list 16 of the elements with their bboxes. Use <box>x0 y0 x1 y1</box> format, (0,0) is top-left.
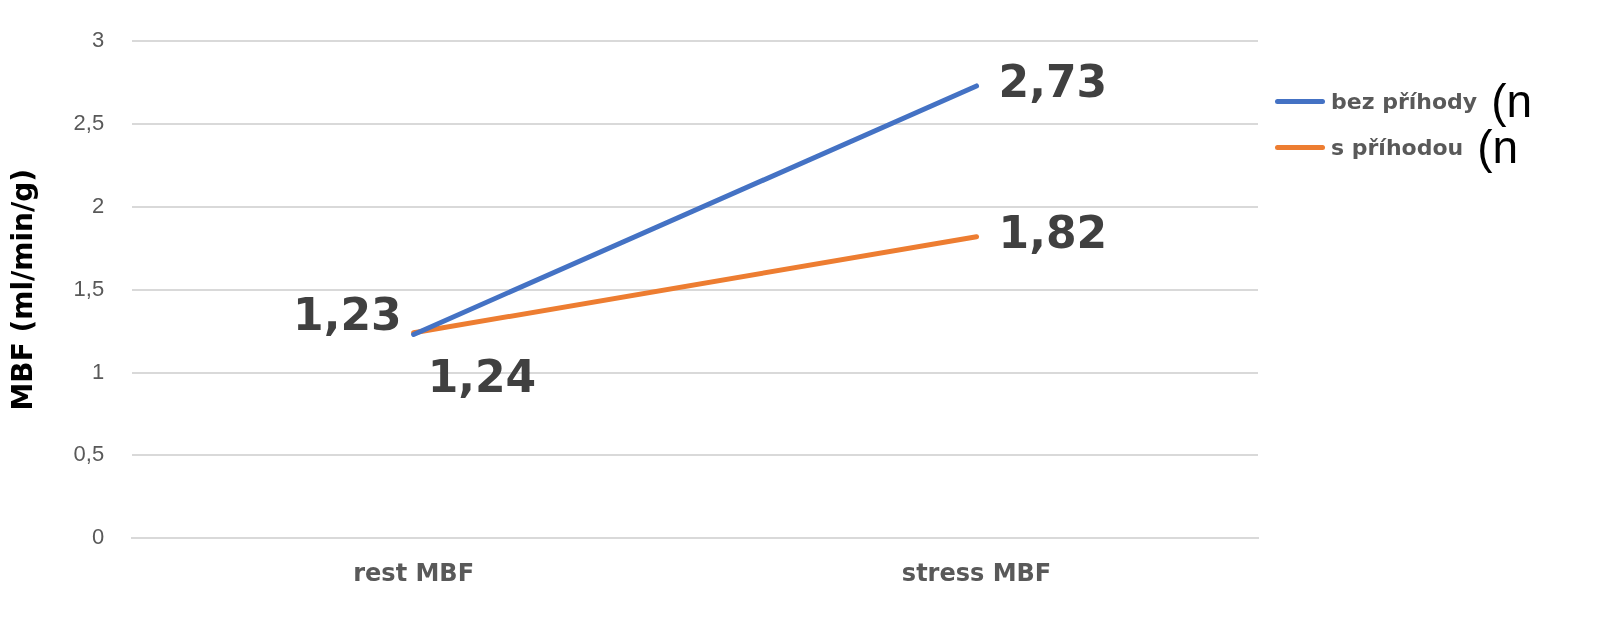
y-tick-label: 0,5 <box>73 441 105 467</box>
y-tick-label: 3 <box>91 27 105 53</box>
x-tick-label: stress MBF <box>901 558 1052 587</box>
legend-label: s příhodou <box>1331 134 1464 160</box>
y-tick-label: 1,5 <box>73 275 105 301</box>
y-tick-label: 1 <box>91 358 105 384</box>
data-label: 1,24 <box>427 351 537 403</box>
y-tick-label: 0 <box>91 524 105 550</box>
y-axis-title: MBF (ml/min/g) <box>6 168 40 411</box>
data-label: 1,23 <box>293 288 402 340</box>
data-label: 1,82 <box>998 207 1108 259</box>
legend-label: bez příhody <box>1331 88 1478 114</box>
data-label: 2,73 <box>998 56 1108 108</box>
y-tick-label: 2,5 <box>73 110 105 136</box>
y-tick-label: 2 <box>91 192 105 218</box>
x-tick-label: rest MBF <box>353 558 475 587</box>
